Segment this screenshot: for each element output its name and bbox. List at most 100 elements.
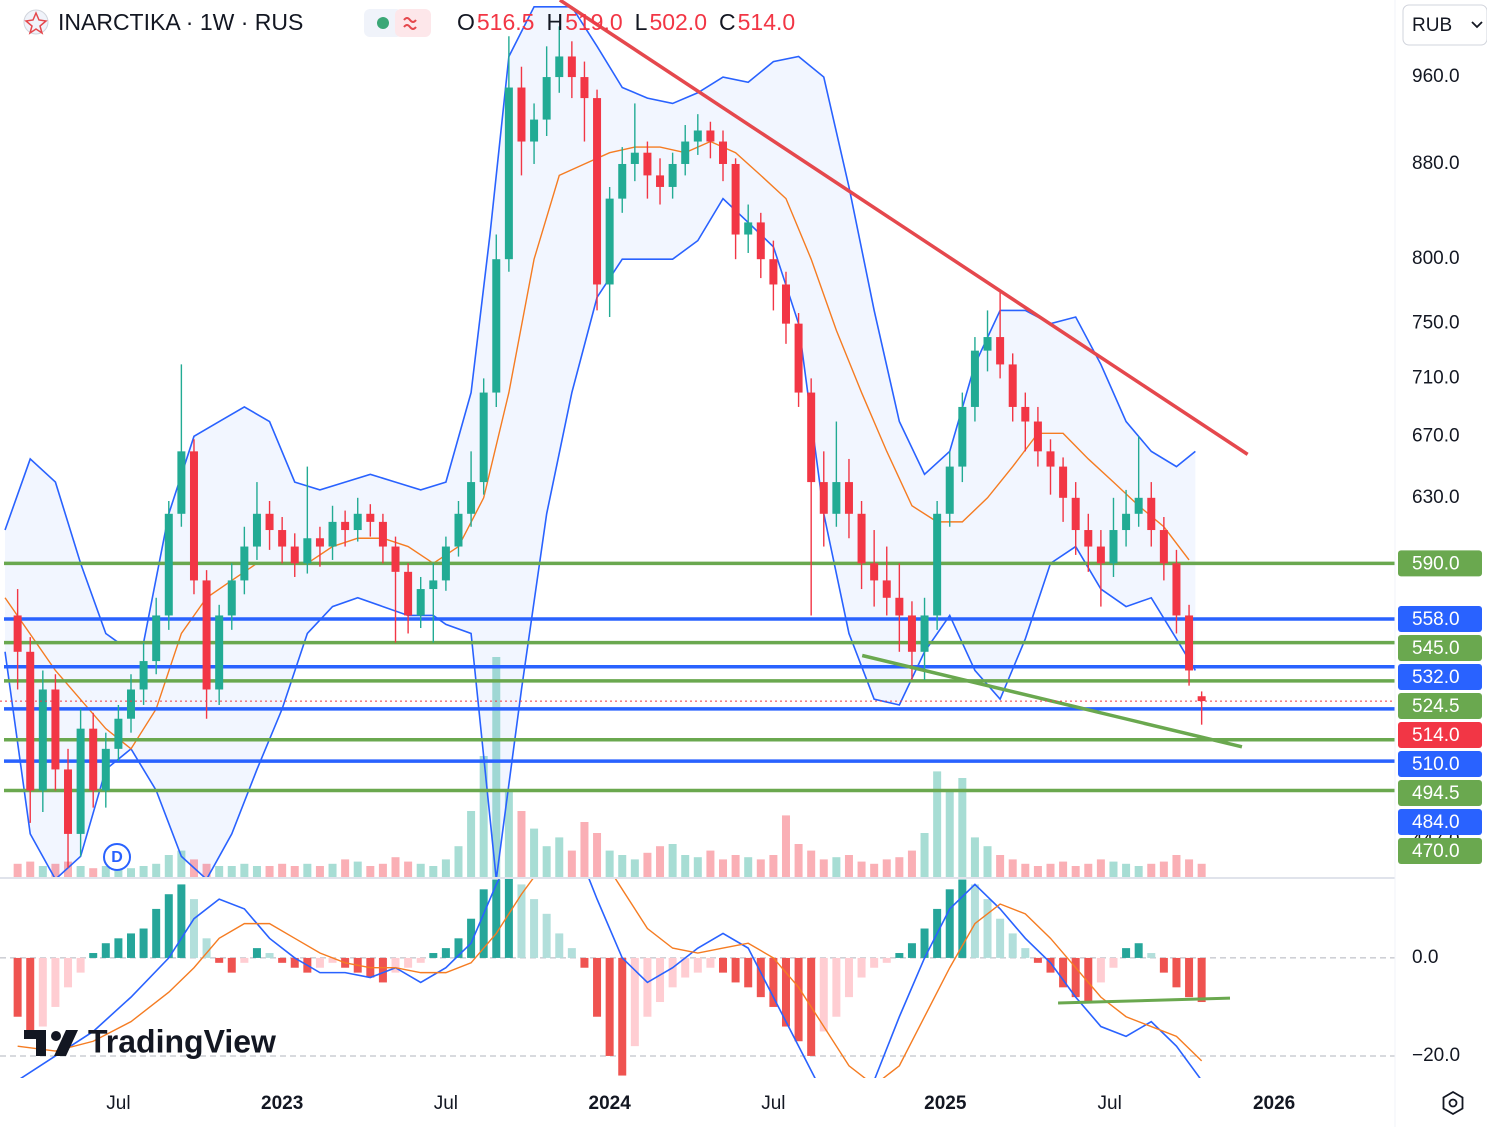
- volume-bar: [479, 756, 488, 877]
- ohlc-key: L: [635, 9, 648, 35]
- candle-body: [693, 130, 702, 142]
- price-label-text: 470.0: [1412, 841, 1460, 862]
- volume-bar: [844, 855, 853, 877]
- volume-bar: [958, 778, 967, 877]
- candle-body: [807, 392, 816, 483]
- macd-histogram-bar: [706, 957, 715, 968]
- y-tick-label: 960.0: [1412, 66, 1460, 87]
- volume-bar: [731, 855, 740, 877]
- macd-histogram-bar: [227, 957, 236, 973]
- macd-histogram-bar: [819, 957, 828, 1032]
- macd-histogram-bar: [1008, 933, 1017, 958]
- macd-histogram-bar: [769, 957, 778, 1007]
- candle-body: [341, 521, 350, 531]
- price-label: [1398, 838, 1482, 865]
- volume-bar: [303, 863, 312, 877]
- macd-histogram-bar: [202, 938, 211, 958]
- macd-histogram-bar: [429, 953, 438, 958]
- macd-histogram-bar: [719, 957, 728, 973]
- ohlc-value: 519.0: [565, 9, 623, 35]
- candle-body: [920, 615, 929, 652]
- candle-body: [895, 597, 904, 616]
- ohlc-value: 514.0: [738, 9, 796, 35]
- x-tick-label: Jul: [434, 1093, 458, 1114]
- price-label-text: 494.5: [1412, 783, 1460, 804]
- volume-bar: [895, 857, 904, 877]
- candle-body: [189, 451, 198, 581]
- macd-histogram-bar: [656, 957, 665, 1003]
- volume-bar: [38, 866, 47, 877]
- volume-bar: [13, 863, 22, 877]
- candle-body: [252, 513, 261, 547]
- volume-bar: [315, 866, 324, 877]
- macd-histogram-bar: [378, 957, 387, 983]
- price-label-text: 514.0: [1412, 725, 1460, 746]
- volume-bar: [618, 855, 627, 877]
- price-label: [1398, 722, 1482, 749]
- candle-body: [265, 513, 274, 531]
- tradingview-logo: TradingView: [24, 1023, 276, 1059]
- x-tick-label: 2026: [1253, 1093, 1295, 1114]
- macd-trendline: [1058, 996, 1231, 1005]
- volume-bar: [152, 863, 161, 877]
- macd-histogram-bar: [832, 957, 841, 1017]
- macd-histogram-bar: [781, 957, 790, 1027]
- candle-body: [404, 571, 413, 616]
- candle-body: [1084, 530, 1093, 547]
- candle-body: [353, 513, 362, 531]
- volume-bar: [1046, 863, 1055, 877]
- volume-bar: [681, 855, 690, 877]
- candle-body: [945, 466, 954, 514]
- volume-bar: [1071, 866, 1080, 877]
- volume-bar: [630, 859, 639, 877]
- macd-histogram-bar: [567, 948, 576, 958]
- candle-body: [378, 521, 387, 547]
- volume-bar: [366, 866, 375, 877]
- currency-button[interactable]: [1402, 4, 1487, 46]
- volume-bar: [832, 857, 841, 877]
- volume-bar: [1159, 861, 1168, 877]
- volume-bar: [517, 811, 526, 877]
- macd-histogram-bar: [492, 879, 501, 958]
- candle-body: [681, 141, 690, 164]
- volume-bar: [101, 866, 110, 877]
- volume-bar: [744, 857, 753, 877]
- trendline: [558, 0, 1249, 456]
- volume-bar: [114, 868, 123, 877]
- volume-bar: [882, 859, 891, 877]
- price-label: [1398, 751, 1482, 778]
- macd-histogram-bar: [177, 884, 186, 958]
- ohlc-legend: O 516.5 H 519.0 L 502.0 C 514.0: [457, 9, 795, 35]
- macd-histogram-bar: [215, 957, 224, 963]
- macd-histogram-bar: [1046, 957, 1055, 973]
- symbol-logo: [23, 9, 49, 35]
- band-fill: [5, 6, 1196, 877]
- macd-histogram-bar: [467, 918, 476, 958]
- volume-bar: [353, 861, 362, 877]
- candle-body: [467, 482, 476, 514]
- price-label-text: 558.0: [1412, 609, 1460, 630]
- volume-bar: [1096, 859, 1105, 877]
- macd-histogram-bar: [1109, 957, 1118, 968]
- candle-body: [744, 222, 753, 235]
- volume-bar: [567, 850, 576, 877]
- volume-bar: [719, 859, 728, 877]
- dividend-marker[interactable]: [103, 843, 131, 871]
- volume-bar: [341, 859, 350, 877]
- volume-bar: [794, 844, 803, 877]
- macd-histogram-bar: [693, 957, 702, 973]
- candle-body: [1096, 546, 1105, 564]
- volume-bar: [996, 855, 1005, 877]
- candle-body: [857, 513, 866, 564]
- y-tick-label: 670.0: [1412, 425, 1460, 446]
- candle-body: [1008, 364, 1017, 407]
- macd-pane: [0, 879, 1395, 1078]
- candle-body: [1159, 530, 1168, 564]
- candle-body: [89, 728, 98, 791]
- volume-bar: [945, 789, 954, 877]
- volume-bar: [404, 861, 413, 877]
- settings-button[interactable]: [1442, 1090, 1464, 1116]
- macd-histogram-bar: [26, 957, 35, 1037]
- candle-body: [542, 77, 551, 120]
- candle-body: [152, 615, 161, 662]
